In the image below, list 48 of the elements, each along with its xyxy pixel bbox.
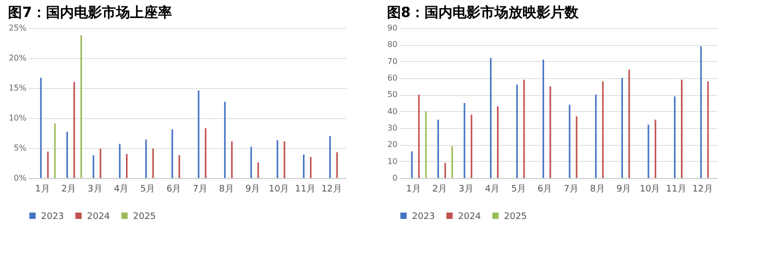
x-tick-label: 9月 — [616, 184, 632, 194]
y-tick-label: 10 — [387, 156, 398, 166]
chart-title: 图7：国内电影市场上座率 — [8, 4, 172, 21]
y-tick-label: 5% — [14, 144, 27, 152]
y-tick-label: 40 — [387, 106, 398, 116]
y-tick-label: 90 — [387, 24, 398, 32]
x-tick-label: 6月 — [166, 184, 182, 194]
y-tick-label: 60 — [387, 74, 398, 82]
x-tick-label: 4月 — [484, 184, 500, 194]
y-tick-label: 0% — [14, 174, 27, 182]
y-tick-label: 15% — [8, 84, 27, 92]
x-tick-label: 9月 — [245, 184, 260, 194]
x-tick-label: 11月 — [295, 184, 316, 194]
y-tick-label: 30 — [387, 124, 398, 132]
legend-label: 2023 — [41, 212, 64, 222]
x-tick-label: 6月 — [537, 184, 552, 194]
legend-label: 2023 — [412, 212, 435, 222]
x-tick-label: 12月 — [692, 184, 713, 194]
x-tick-label: 12月 — [321, 184, 342, 194]
legend-label: 2025 — [133, 212, 156, 222]
legend-label: 2024 — [87, 212, 110, 222]
chart-title: 图8：国内电影市场放映影片数 — [386, 4, 580, 21]
x-tick-label: 4月 — [114, 184, 129, 194]
x-tick-label: 10月 — [268, 184, 290, 194]
y-tick-label: 0 — [392, 174, 398, 182]
x-tick-label: 5月 — [511, 184, 526, 194]
x-tick-label: 10月 — [640, 184, 660, 194]
x-tick-label: 8月 — [219, 184, 234, 194]
x-tick-label: 3月 — [458, 184, 474, 194]
y-tick-label: 50 — [387, 90, 398, 100]
legend-label: 2025 — [504, 212, 527, 222]
legend-label: 2024 — [458, 212, 482, 222]
x-tick-label: 1月 — [35, 184, 50, 194]
y-tick-label: 70 — [387, 56, 398, 66]
y-tick-label: 20% — [8, 54, 27, 62]
x-tick-label: 2月 — [432, 184, 448, 194]
x-tick-label: 5月 — [140, 184, 155, 194]
x-tick-label: 11月 — [666, 184, 686, 194]
x-tick-label: 7月 — [192, 184, 208, 194]
y-tick-label: 20 — [387, 140, 398, 150]
x-tick-label: 7月 — [564, 184, 579, 194]
y-tick-label: 80 — [387, 40, 398, 50]
y-tick-label: 10% — [8, 114, 27, 122]
y-tick-label: 25% — [8, 24, 27, 32]
x-tick-label: 2月 — [61, 184, 76, 194]
x-tick-label: 8月 — [590, 184, 605, 194]
x-tick-label: 1月 — [406, 184, 421, 194]
x-tick-label: 3月 — [88, 184, 102, 194]
